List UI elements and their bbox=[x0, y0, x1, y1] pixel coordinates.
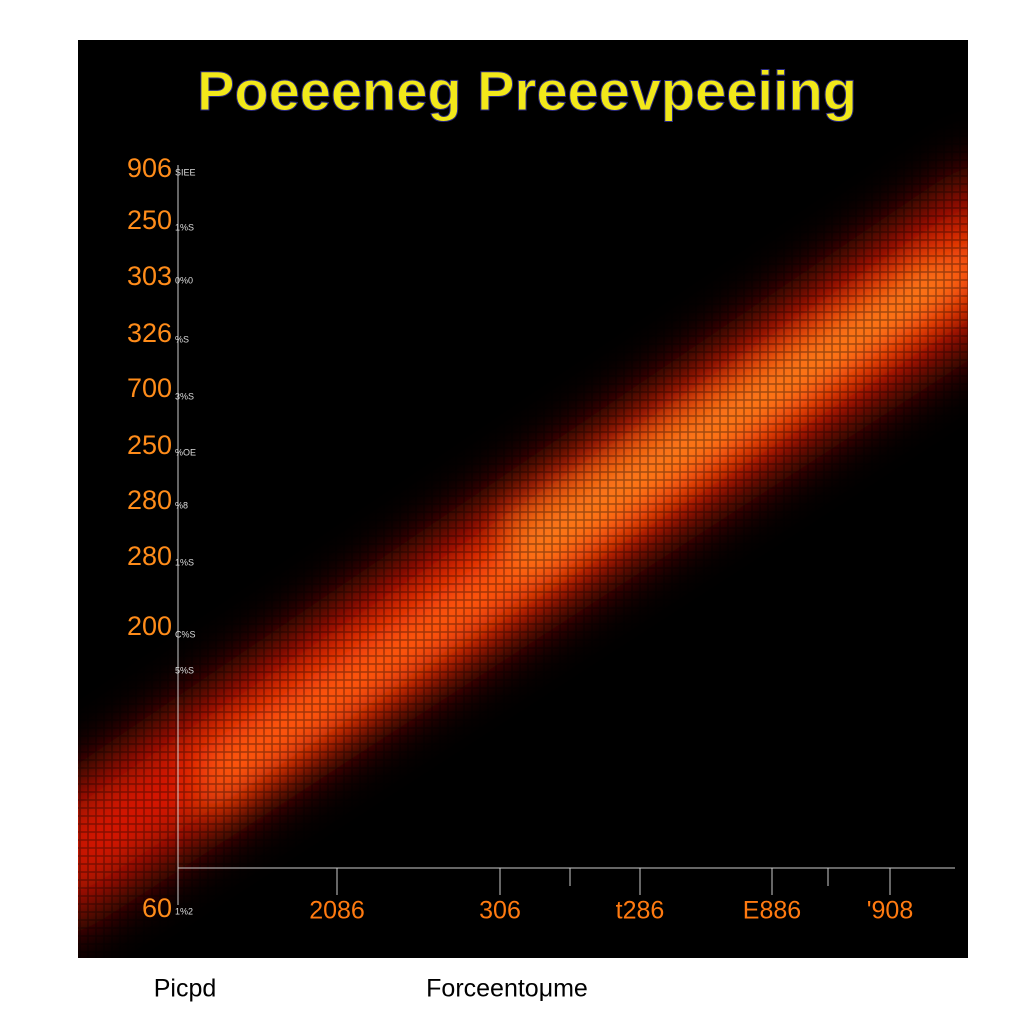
y-small-label: 0%0 bbox=[175, 275, 193, 285]
y-tick-label: 200 bbox=[127, 611, 172, 641]
chart-title: Poeeeneg Preeevpeeiing bbox=[197, 59, 857, 122]
x-tick-label: t286 bbox=[616, 897, 665, 925]
y-small-label: 3%S bbox=[175, 391, 194, 401]
x-tick-label: 306 bbox=[479, 897, 521, 925]
heat-band bbox=[78, 40, 968, 958]
x-tick-label: '908 bbox=[867, 897, 913, 925]
y-tick-label: 280 bbox=[127, 485, 172, 515]
x-tick-label: 2086 bbox=[309, 897, 365, 925]
y-small-label: 1%2 bbox=[175, 906, 193, 916]
y-tick-label: 250 bbox=[127, 430, 172, 460]
y-small-label: %S bbox=[175, 334, 189, 344]
y-small-label: 1%S bbox=[175, 557, 194, 567]
y-small-label: C%S bbox=[175, 629, 196, 639]
y-tick-label: 280 bbox=[127, 541, 172, 571]
caption: Picpd bbox=[154, 975, 217, 1003]
y-small-label: 1%S bbox=[175, 222, 194, 232]
y-small-label: SIEE bbox=[175, 167, 196, 177]
y-tick-label: 326 bbox=[127, 318, 172, 348]
x-tick-label: E886 bbox=[743, 897, 801, 925]
y-tick-label: 700 bbox=[127, 373, 172, 403]
y-small-label: %OE bbox=[175, 447, 196, 457]
y-tick-label: 250 bbox=[127, 205, 172, 235]
y-small-label: %8 bbox=[175, 500, 188, 510]
y-tick-label: 303 bbox=[127, 261, 172, 291]
y-tick-label: 906 bbox=[127, 153, 172, 183]
y-tick-label: 60 bbox=[142, 893, 172, 923]
caption: Forceentoμme bbox=[426, 975, 588, 1003]
y-small-label: 5%S bbox=[175, 665, 194, 675]
